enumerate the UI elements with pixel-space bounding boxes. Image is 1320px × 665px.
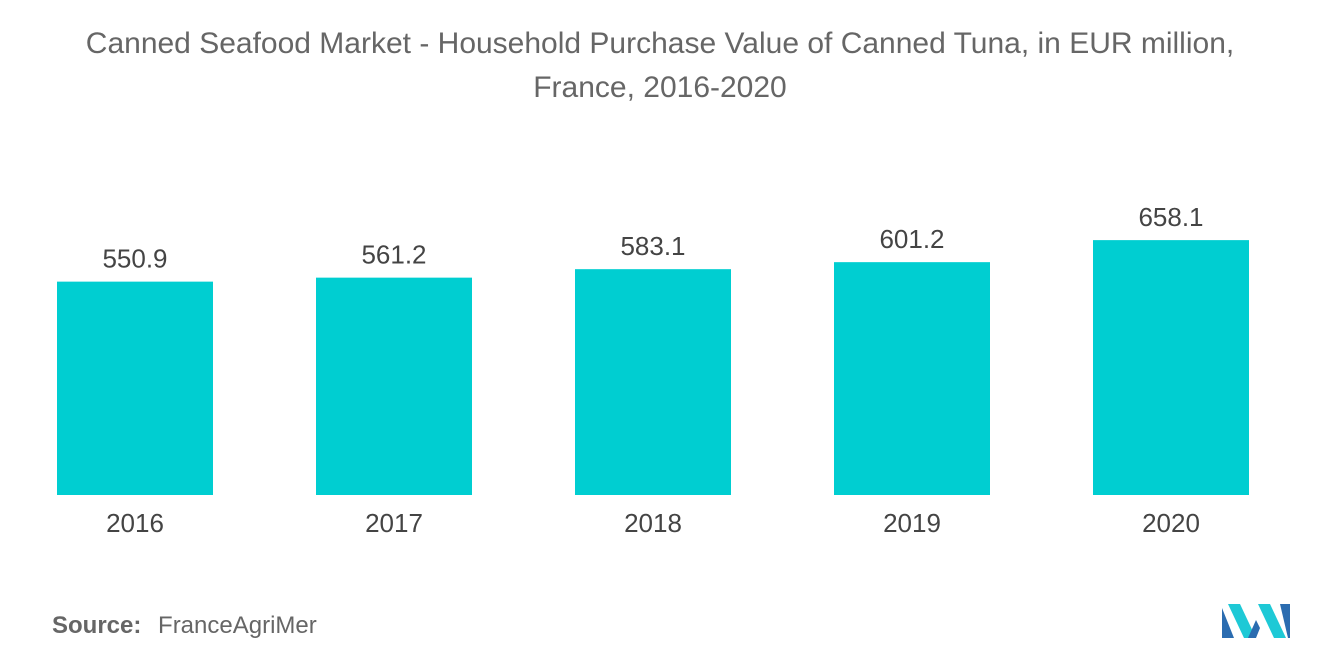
source-note: Source: FranceAgriMer	[52, 612, 317, 640]
chart-title-line-1: Canned Seafood Market - Household Purcha…	[85, 27, 1235, 60]
x-tick-label-2016: 2016	[106, 508, 164, 538]
bar-2020	[1093, 240, 1249, 495]
value-label-2018: 583.1	[620, 231, 685, 261]
x-tick-label-2017: 2017	[365, 508, 423, 538]
value-label-2020: 658.1	[1138, 202, 1203, 232]
value-label-2017: 561.2	[361, 240, 426, 270]
bar-chart: 550.9 2016 561.2 2017 583.1 2018 601.2 2019 658.…	[57, 202, 1249, 538]
chart-title: Canned Seafood Market - Household Purcha…	[0, 22, 1320, 110]
value-label-2019: 601.2	[879, 224, 944, 254]
bar-2018	[575, 269, 731, 495]
x-tick-label-2020: 2020	[1142, 508, 1200, 538]
x-tick-label-2018: 2018	[624, 508, 682, 538]
mordor-intelligence-logo-icon	[1222, 604, 1290, 638]
bar-2017	[316, 277, 472, 495]
source-value: FranceAgriMer	[158, 612, 317, 639]
chart-title-line-2: France, 2016-2020	[533, 71, 787, 104]
value-label-2016: 550.9	[102, 244, 167, 274]
x-tick-label-2019: 2019	[883, 508, 941, 538]
bar-2016	[57, 281, 213, 495]
source-label: Source:	[52, 612, 142, 639]
bar-2019	[834, 262, 990, 495]
